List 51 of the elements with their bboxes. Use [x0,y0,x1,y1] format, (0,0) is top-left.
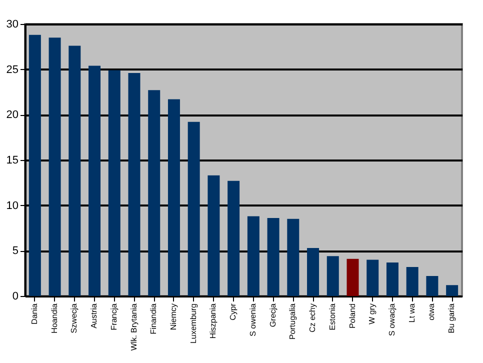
y-tick-label: 5 [12,245,18,258]
x-tick-label: Finandia [149,302,158,334]
x-tick-label: Austria [90,302,99,328]
y-tick-label: 25 [6,64,18,76]
bar [366,260,379,296]
x-tick-label: Grecja [268,302,278,328]
bar [68,46,81,296]
x-tick-label: Portugalia [288,302,298,340]
bar [446,285,458,296]
bar [386,262,398,296]
y-tick-label: 10 [6,200,18,212]
x-tick-label: Bu garia [447,302,456,334]
bar [208,175,220,296]
bar [287,218,300,296]
bar [228,180,240,296]
bar [108,70,120,296]
x-tick-label: Niemcy [168,304,178,330]
y-tick-label: 0 [12,290,18,302]
x-tick-label: S owenia [248,302,258,336]
bar [88,66,101,296]
x-tick-label: Szwecja [70,302,79,334]
bar [326,256,339,296]
bar [28,34,41,296]
x-tick-label: Poland [348,304,357,328]
x-tick-label: Hiszpania [208,302,218,339]
y-tick-label: 30 [6,18,18,30]
bar [168,99,180,296]
bar [128,72,140,296]
x-tick-label: Hoandia [50,302,59,334]
bar [148,90,160,296]
x-tick-label: Luxemburg [188,304,198,344]
bar [188,122,200,296]
x-tick-label: Estonia [328,302,337,330]
y-tick-label: 20 [6,109,18,122]
x-tick-label: Cz echy [308,304,318,332]
x-tick-label: Wlk. Brytania [129,302,138,351]
x-tick-label: otwa [427,302,436,320]
x-tick-label: Lt wa [407,302,416,323]
y-tick-label: 15 [6,154,18,166]
x-tick-label: Cypr [228,303,238,320]
bar [267,218,280,296]
bar [48,38,61,296]
x-tick-label: Francja [109,302,118,330]
bar [307,248,320,296]
x-tick-label: W gry [368,304,377,324]
bar [247,216,260,296]
x-tick-label: Dania [30,302,39,324]
bar [346,258,359,296]
bar [406,266,418,296]
x-tick-label: S owacja [387,302,396,336]
bar [426,276,438,296]
